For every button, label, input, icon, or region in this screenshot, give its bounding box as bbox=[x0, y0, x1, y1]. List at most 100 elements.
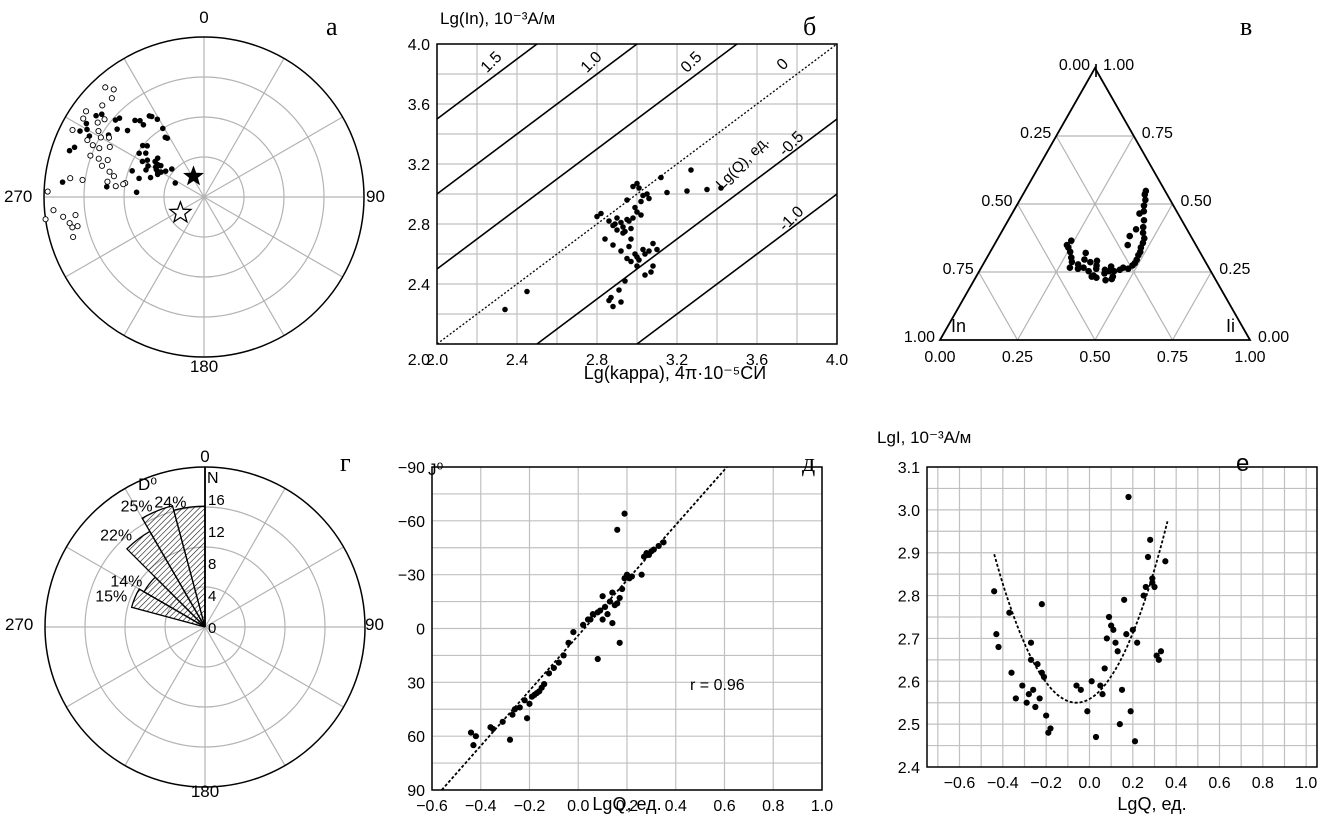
panel-f-xtick: 0.6 bbox=[1208, 775, 1230, 792]
stereonet-point bbox=[77, 128, 83, 134]
stereonet-point bbox=[124, 127, 131, 134]
rose-sector-label: 25% bbox=[121, 498, 153, 515]
panel-c-apex-top: I bbox=[1093, 61, 1098, 81]
panel-e: −0.6 −0.4 −0.2 0.0 0.2 0.4 0.6 0.8 1.0 −90 −60 −30 0… bbox=[398, 448, 833, 815]
panel-b-point bbox=[628, 236, 634, 242]
panel-b-q-label: Lg(Q), ед. bbox=[713, 133, 773, 193]
panel-e-point bbox=[599, 593, 606, 600]
panel-f-point bbox=[1025, 691, 1032, 698]
ternary-point bbox=[1080, 264, 1087, 271]
stereonet-point bbox=[144, 157, 151, 164]
rose-sector-label: 15% bbox=[95, 589, 127, 606]
panel-b-point bbox=[618, 219, 624, 226]
panel-f-point bbox=[1027, 656, 1035, 663]
ternary-point bbox=[1140, 202, 1148, 209]
panel-e-xtick: 0.2 bbox=[616, 798, 638, 815]
panel-e-point bbox=[614, 526, 621, 533]
panel-b-xlabel: Lg(kappa), 4π·10⁻⁵СИ bbox=[584, 363, 766, 383]
panel-d-ticks: 0 4 8 12 16 bbox=[204, 467, 225, 637]
panel-f-point bbox=[1084, 708, 1091, 715]
panel-b-xtick: 4.0 bbox=[826, 352, 848, 369]
stereonet-point bbox=[164, 135, 171, 142]
stereonet-point-open bbox=[72, 212, 79, 219]
panel-f-point bbox=[1099, 691, 1106, 698]
panel-f-ytick: 2.4 bbox=[898, 760, 920, 777]
panel-c-letter: в bbox=[1240, 12, 1252, 41]
panel-e-point bbox=[597, 607, 604, 614]
panel-f-point bbox=[1008, 669, 1015, 676]
panel-f-point bbox=[1034, 661, 1041, 668]
panel-f-point bbox=[1121, 596, 1128, 603]
panel-e-point bbox=[511, 706, 518, 713]
stereonet-point-open bbox=[70, 233, 77, 241]
panel-f-point bbox=[1140, 592, 1147, 599]
panel-b-xtick: 3.6 bbox=[746, 352, 768, 369]
panel-c-points bbox=[1063, 187, 1150, 284]
rose-sector bbox=[141, 504, 206, 628]
panel-b-point bbox=[630, 215, 636, 221]
panel-b-q-line-label: 1.5 bbox=[478, 49, 506, 77]
panel-b-point bbox=[610, 303, 616, 310]
panel-f-ytick: 2.9 bbox=[898, 546, 920, 563]
ternary-grid-In bbox=[1016, 203, 1096, 341]
ternary-left-tick: 1.00 bbox=[904, 329, 935, 346]
panel-e-ylabel: J⁰ bbox=[428, 460, 444, 479]
stereonet-point-open bbox=[99, 102, 106, 109]
panel-e-xtick: 0.8 bbox=[762, 798, 784, 815]
panel-e-point bbox=[660, 539, 667, 546]
panel-f-point bbox=[1149, 575, 1156, 582]
panel-b-point bbox=[598, 210, 604, 217]
panel-b-point bbox=[608, 294, 614, 301]
ternary-right-tick: 0.75 bbox=[1142, 125, 1173, 142]
panel-b-point bbox=[618, 299, 624, 305]
panel-f-ytick: 2.5 bbox=[898, 717, 920, 734]
panel-e-point bbox=[604, 611, 611, 618]
panel-b-point bbox=[650, 263, 656, 269]
rose-sector-label: 22% bbox=[100, 528, 132, 545]
panel-b-point bbox=[630, 183, 636, 190]
panel-e-point bbox=[599, 616, 606, 623]
panel-d-grid-spoke-30 bbox=[204, 488, 286, 628]
stereonet-point-open bbox=[104, 156, 111, 164]
ternary-left-tick: 0.50 bbox=[981, 193, 1012, 210]
panel-e-point bbox=[580, 621, 587, 629]
panel-b-point bbox=[624, 255, 630, 262]
stereonet-point bbox=[162, 168, 169, 174]
stereonet-point bbox=[172, 180, 179, 186]
panel-e-point bbox=[526, 700, 533, 707]
panel-e-point bbox=[509, 711, 516, 718]
ternary-grid-In bbox=[978, 271, 1019, 341]
panel-f-point bbox=[1123, 631, 1130, 638]
panel-f-point bbox=[1125, 493, 1132, 501]
panel-b-point bbox=[642, 272, 648, 278]
panel-e-ytick: 90 bbox=[407, 783, 425, 800]
mean-star-filled bbox=[183, 165, 204, 186]
rose-sector-label: 24% bbox=[154, 494, 186, 511]
panel-a-grid-outer-circle bbox=[43, 36, 365, 358]
stereonet-point bbox=[98, 111, 105, 118]
ternary-point bbox=[1139, 229, 1147, 237]
panel-b-point bbox=[644, 191, 650, 197]
panel-f-point bbox=[1114, 648, 1121, 655]
panel-f-xtick: −0.6 bbox=[944, 775, 976, 792]
panel-e-point bbox=[589, 611, 596, 618]
panel-f-point bbox=[1019, 682, 1026, 689]
panel-e-point bbox=[472, 733, 479, 740]
panel-b-point bbox=[632, 204, 638, 211]
panel-b-point bbox=[688, 167, 694, 173]
panel-e-point bbox=[614, 600, 621, 607]
panel-b-point bbox=[626, 243, 632, 250]
panel-f-point bbox=[993, 631, 1000, 638]
panel-f-xtick: 1.0 bbox=[1295, 775, 1317, 792]
panel-b-point bbox=[624, 216, 630, 223]
panel-e-point bbox=[467, 729, 475, 736]
panel-f-point bbox=[1155, 656, 1162, 663]
stereonet-point bbox=[136, 150, 142, 157]
panel-e-point bbox=[606, 598, 614, 605]
panel-e-xlabel: LgQ, ед. bbox=[592, 794, 661, 814]
panel-b-point bbox=[610, 222, 616, 229]
panel-f: −0.6 −0.4 −0.2 0.0 0.2 0.4 0.6 0.8 1.0 2.4 2.5 2.6 2… bbox=[877, 428, 1318, 814]
panel-e-frame bbox=[431, 466, 823, 791]
ternary-frame bbox=[938, 66, 1252, 341]
panel-b-point bbox=[636, 185, 642, 191]
